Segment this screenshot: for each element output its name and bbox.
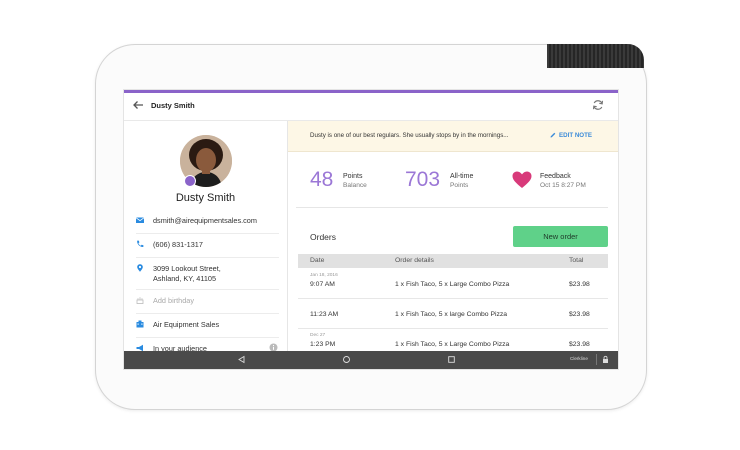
megaphone-icon (136, 344, 143, 352)
points-label: Points (343, 173, 363, 180)
email-icon (136, 217, 144, 223)
android-nav-bar: Clerkline (124, 351, 618, 369)
edit-note-button[interactable]: EDIT NOTE (550, 132, 592, 139)
email-text: dsmith@airequipmentsales.com (153, 216, 257, 225)
feedback-title: Feedback (540, 173, 571, 180)
alltime-points-value: 703 (405, 168, 441, 191)
phone-row[interactable]: (606) 831-1317 (136, 234, 279, 258)
phone-text: (606) 831-1317 (153, 240, 203, 249)
order-small-date: Dec 27 (310, 333, 326, 338)
table-row[interactable]: Jan 18, 2016 9:07 AM 1 x Fish Taco, 5 x … (298, 269, 608, 299)
edit-note-label: EDIT NOTE (559, 132, 593, 139)
company-text: Air Equipment Sales (153, 320, 220, 329)
heart-icon (512, 171, 532, 188)
alltime-sub-label: Points (450, 182, 469, 189)
column-total: Total (569, 257, 584, 264)
building-icon (136, 320, 144, 328)
order-time: 11:23 AM (310, 311, 339, 318)
lock-icon[interactable] (601, 355, 610, 364)
order-total: $23.98 (569, 311, 590, 318)
audience-text: In your audience (153, 344, 207, 353)
orders-title: Orders (310, 232, 336, 242)
order-details: 1 x Fish Taco, 5 x large Combo Pizza (395, 311, 508, 318)
points-balance-label: Points Balance (343, 172, 367, 190)
avatar-status-badge (184, 175, 196, 187)
tablet-speaker-grille (547, 44, 644, 68)
address-line-2: Ashland, KY, 41105 (153, 273, 217, 283)
accent-top-line (124, 90, 618, 93)
order-time: 1:23 PM (310, 341, 336, 348)
address-text: 3099 Lookout Street, Ashland, KY, 41105 (153, 264, 221, 283)
phone-icon (137, 240, 144, 247)
arrow-left-icon[interactable] (131, 98, 145, 112)
note-text: Dusty is one of our best regulars. She u… (310, 132, 509, 139)
page-title: Dusty Smith (151, 101, 195, 110)
info-icon[interactable] (269, 343, 278, 352)
column-date: Date (310, 257, 325, 264)
new-order-button[interactable]: New order (513, 226, 608, 247)
cake-icon (136, 297, 144, 304)
alltime-label: All-time (450, 173, 474, 180)
points-balance-value: 48 (310, 168, 334, 191)
order-total: $23.98 (569, 281, 590, 288)
pencil-icon (550, 132, 556, 138)
column-order-details: Order details (395, 257, 434, 264)
feedback-label[interactable]: Feedback Oct 15 8:27 PM (540, 172, 586, 190)
nav-status-text: Clerkline (570, 356, 588, 361)
order-time: 9:07 AM (310, 281, 335, 288)
alltime-points-label: All-time Points (450, 172, 473, 190)
customer-name: Dusty Smith (175, 192, 236, 204)
feedback-date: Oct 15 8:27 PM (540, 182, 586, 189)
nav-home-icon[interactable] (342, 355, 351, 364)
customer-sidebar: Dusty Smith dsmith@airequipmentsales.com… (124, 121, 288, 353)
nav-back-icon[interactable] (237, 355, 246, 364)
orders-table-header: Date Order details Total (298, 254, 608, 268)
audience-row[interactable]: In your audience (136, 338, 279, 361)
nav-recents-icon[interactable] (447, 355, 456, 364)
table-row[interactable]: 11:23 AM 1 x Fish Taco, 5 x large Combo … (298, 299, 608, 329)
order-details: 1 x Fish Taco, 5 x Large Combo Pizza (395, 281, 510, 288)
order-details: 1 x Fish Taco, 5 x Large Combo Pizza (395, 341, 510, 348)
email-row[interactable]: dsmith@airequipmentsales.com (136, 210, 279, 234)
points-sub-label: Balance (343, 182, 367, 189)
app-screen: Dusty Smith Dusty Smith dsmith@airequipm… (124, 90, 618, 369)
address-line-1: 3099 Lookout Street, (153, 264, 221, 273)
birthday-row[interactable]: Add birthday (136, 290, 279, 314)
order-total: $23.98 (569, 341, 590, 348)
location-pin-icon (137, 264, 143, 272)
sync-icon[interactable] (591, 98, 605, 112)
order-small-date: Jan 18, 2016 (310, 273, 338, 278)
birthday-placeholder: Add birthday (153, 296, 194, 305)
company-row[interactable]: Air Equipment Sales (136, 314, 279, 338)
app-bar: Dusty Smith (124, 93, 618, 121)
nav-separator (596, 354, 597, 365)
customer-note: Dusty is one of our best regulars. She u… (288, 121, 618, 152)
stats-divider (296, 207, 608, 208)
address-row[interactable]: 3099 Lookout Street, Ashland, KY, 41105 (136, 258, 279, 290)
